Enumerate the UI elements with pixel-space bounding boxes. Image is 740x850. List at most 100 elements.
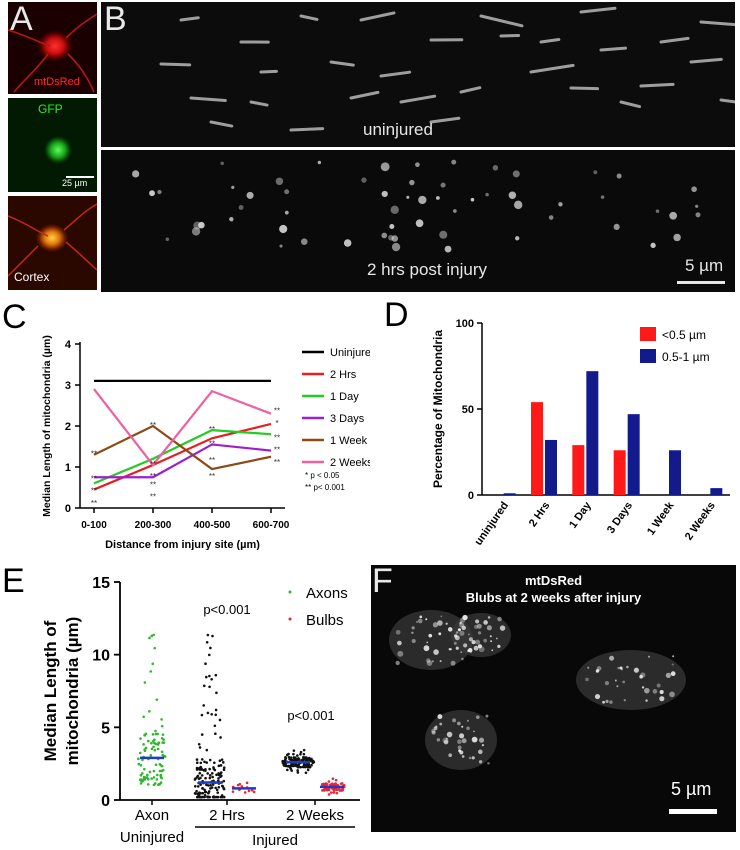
mitochondria-dot xyxy=(425,618,428,621)
p-value-annotation: p<0.001 xyxy=(203,602,250,617)
mitochondria-dot xyxy=(466,726,470,730)
fragment-mark xyxy=(149,190,155,197)
data-point xyxy=(155,698,159,701)
fragment-mark xyxy=(231,185,235,189)
mitochondria-dot xyxy=(486,625,492,631)
mitochondria-dot xyxy=(419,615,423,619)
panel-a-mtdsred-image: mtDsRed xyxy=(8,2,97,94)
bar-0-5-1 xyxy=(669,450,681,495)
mitochondria-dot xyxy=(445,622,448,625)
data-point xyxy=(304,758,308,762)
mitochondria-dot xyxy=(459,630,465,636)
fragment-mark xyxy=(515,236,520,241)
mitochondria-dot xyxy=(438,632,442,636)
x-tick-label: 2 Hrs xyxy=(527,500,553,529)
fragment-mark xyxy=(381,232,388,239)
mitochondria-dot xyxy=(457,628,462,632)
mitochondrion-mark xyxy=(579,6,617,14)
mitochondria-dot xyxy=(463,643,468,648)
data-point xyxy=(200,768,204,771)
data-point xyxy=(208,685,211,689)
mitochondria-dot xyxy=(491,649,494,652)
mitochondrion-mark xyxy=(429,116,461,124)
mitochondria-dot xyxy=(416,620,419,623)
panel-e-letter: E xyxy=(2,562,25,600)
data-point xyxy=(199,776,202,780)
data-point xyxy=(195,758,199,761)
gfp-label: GFP xyxy=(38,102,63,116)
data-point xyxy=(146,783,150,786)
mitochondria-dot xyxy=(669,691,675,698)
data-point xyxy=(325,788,329,792)
mitochondrion-mark xyxy=(569,86,600,91)
panel-b-scalebar-line xyxy=(677,281,725,284)
bar-0-5-1 xyxy=(710,488,723,495)
bar-lt-0-5 xyxy=(531,402,543,495)
panel-c-letter: C xyxy=(2,298,27,336)
legend-label: Axons xyxy=(306,585,348,602)
data-point xyxy=(211,783,215,786)
mitochondria-dot xyxy=(459,622,462,625)
mitochondria-dot xyxy=(435,725,438,728)
data-point xyxy=(325,782,329,786)
significance-mark: ** xyxy=(91,474,97,483)
fragment-mark xyxy=(380,162,390,172)
fragment-mark xyxy=(284,210,289,215)
y-tick-label: 100 xyxy=(456,318,474,330)
fragment-mark xyxy=(415,162,420,168)
mitochondria-dot xyxy=(411,626,415,630)
data-point xyxy=(209,646,212,650)
series-line-2-weeks xyxy=(93,388,272,467)
mitochondria-dot xyxy=(652,689,658,694)
mitochondria-dot xyxy=(446,731,453,738)
panel-b-scalebar-label: 5 µm xyxy=(685,256,724,275)
data-point xyxy=(142,743,145,746)
mtdsred-label: mtDsRed xyxy=(34,76,80,88)
panel-f-title-line2: Blubs at 2 weeks after injury xyxy=(465,590,642,605)
data-point xyxy=(196,774,200,778)
data-point xyxy=(310,763,313,767)
data-point xyxy=(216,795,220,799)
panel-b-top-label: uninjured xyxy=(363,120,433,139)
mitochondria-dot xyxy=(633,667,639,673)
mitochondria-dot xyxy=(471,640,476,645)
data-point xyxy=(218,718,222,722)
mitochondria-dot xyxy=(440,615,443,618)
data-point xyxy=(207,791,210,795)
mitochondrion-mark xyxy=(719,98,735,104)
mitochondria-dot xyxy=(604,681,610,686)
data-point xyxy=(210,771,214,775)
mitochondria-dot xyxy=(595,669,600,673)
data-point xyxy=(299,753,302,756)
data-point xyxy=(160,724,164,728)
mitochondria-dot xyxy=(426,660,433,666)
fragment-mark xyxy=(513,200,523,210)
fragment-mark xyxy=(444,245,452,253)
data-point xyxy=(141,758,144,762)
y-tick-label: 0 xyxy=(101,793,110,810)
data-point xyxy=(222,779,226,783)
data-point xyxy=(214,708,218,712)
data-point xyxy=(305,756,308,759)
data-point xyxy=(245,781,249,785)
fragment-mark xyxy=(436,196,440,200)
data-point xyxy=(161,741,164,744)
panel-f-letter: F xyxy=(372,562,393,600)
mitochondria-dot xyxy=(417,618,423,624)
data-point xyxy=(139,764,143,767)
panel-f-image: mtDsRed Blubs at 2 weeks after injury 5 … xyxy=(371,565,736,832)
mitochondria-dot xyxy=(450,660,456,666)
series-line-1-week xyxy=(93,424,272,471)
bar-lt-0-5 xyxy=(572,445,585,495)
bar-0-5-1 xyxy=(545,439,557,495)
mitochondria-dot xyxy=(459,733,465,739)
data-point xyxy=(282,764,286,767)
mitochondria-dot xyxy=(644,687,650,694)
mitochondria-dot xyxy=(458,749,462,753)
data-point xyxy=(156,747,160,751)
data-point xyxy=(140,779,143,783)
data-point xyxy=(204,776,207,780)
significance-mark: ** xyxy=(209,456,215,465)
mitochondria-dot xyxy=(445,737,448,740)
fragment-mark xyxy=(669,211,678,220)
